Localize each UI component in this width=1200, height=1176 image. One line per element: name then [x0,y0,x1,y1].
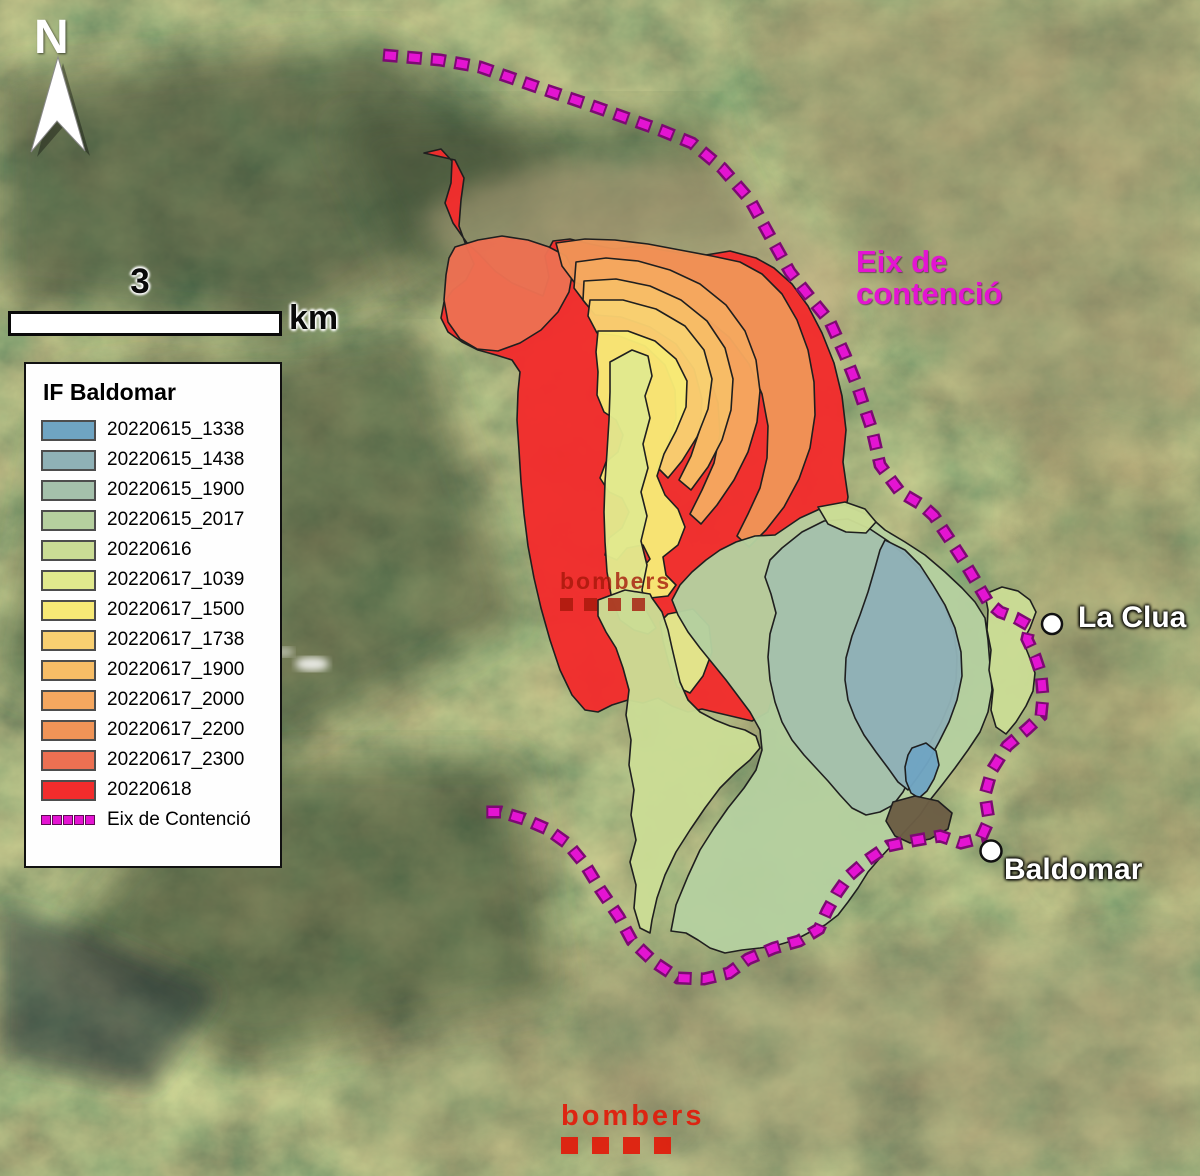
watermark-square [632,598,645,611]
legend-swatch [41,749,96,771]
legend-dashed-swatch [41,810,96,831]
legend-item: 20220617_1039 [41,565,280,595]
legend-item: 20220616 [41,535,280,565]
legend-item-label: 20220617_1039 [107,569,245,590]
north-arrow [30,55,90,157]
legend-item: 20220617_1500 [41,595,280,625]
legend-swatch [41,689,96,711]
legend-item-containment: Eix de Contenció [41,805,280,835]
dash-square [52,815,62,825]
containment-axis-label-line1: Eix de [856,244,948,279]
legend-item: 20220615_1438 [41,445,280,475]
scale-unit: km [289,299,339,337]
legend-item-label: 20220615_2017 [107,509,245,530]
legend-item: 20220618 [41,775,280,805]
containment-line-dash [382,51,1048,984]
legend-item-label: 20220616 [107,539,192,560]
containment-axis-label-line2: contenció [856,276,1003,312]
legend-swatch [41,449,96,471]
legend-swatch [41,509,96,531]
legend-swatch [41,629,96,651]
legend-swatch [41,569,96,591]
legend: IF Baldomar 20220615_1338 20220615_1438 … [24,362,282,868]
dash-square [63,815,73,825]
legend-item-label: 20220617_2000 [107,689,245,710]
forest-patch [0,40,560,330]
bombers-watermark-mid: bombers [560,568,671,611]
legend-item-label: 20220615_1900 [107,479,245,500]
fields-patch-ne [760,0,1200,470]
baldomar-dot [979,839,1003,863]
place-label-baldomar: Baldomar [1004,853,1143,886]
watermark-square [592,1137,609,1154]
watermark-square [584,598,597,611]
watermark-square [561,1137,578,1154]
legend-item: 20220615_1900 [41,475,280,505]
bombers-watermark-bottom: bombers [561,1100,704,1154]
containment-axis-label: Eix de contenció [856,244,1003,312]
watermark-square [560,598,573,611]
fields-patch-sw [330,980,680,1176]
legend-swatch [41,599,96,621]
legend-item-label: 20220615_1338 [107,419,245,440]
fire-perimeter-20220617-2300 [443,235,574,352]
legend-item-label: 20220617_1500 [107,599,245,620]
bombers-watermark-text: bombers [561,1100,705,1132]
watermark-square [654,1137,671,1154]
legend-item-label: 20220617_2300 [107,749,245,770]
legend-item-label: 20220618 [107,779,192,800]
fields-patch-e [1010,430,1200,900]
legend-item: 20220617_2000 [41,685,280,715]
legend-swatch [41,779,96,801]
fire-perimeter-20220616 [597,589,761,934]
north-arrow-glyph [30,55,86,153]
watermark-square [608,598,621,611]
dash-square [85,815,95,825]
dash-square [74,815,84,825]
legend-swatch [41,479,96,501]
fire-perimeter-20220615-1338 [904,742,940,799]
dash-square [41,815,51,825]
legend-swatch [41,539,96,561]
la-clua-dot [1040,612,1064,636]
legend-item: 20220617_2200 [41,715,280,745]
legend-item: 20220615_2017 [41,505,280,535]
fields-patch-s [590,930,1200,1176]
legend-title: IF Baldomar [43,379,176,405]
fire-perimeter-20220615-1438 [844,539,963,791]
legend-item-label: 20220617_2200 [107,719,245,740]
legend-item-label: 20220617_1738 [107,629,245,650]
river-gorge [0,905,220,1090]
scale-bar [8,311,282,336]
legend-item: 20220617_1738 [41,625,280,655]
legend-item: 20220617_1900 [41,655,280,685]
bombers-watermark-text: bombers [560,568,672,594]
legend-item-label: Eix de Contenció [107,809,251,830]
north-label: N [34,11,69,64]
bombers-watermark-squares [560,598,671,611]
legend-item-label: 20220615_1438 [107,449,245,470]
legend-swatch [41,419,96,441]
legend-swatch [41,659,96,681]
fire-perimeter-20220616-strip-north [817,501,877,534]
cloud [295,657,329,671]
legend-item: 20220617_2300 [41,745,280,775]
legend-item-label: 20220617_1900 [107,659,245,680]
scale-value: 3 [130,262,150,301]
legend-swatch [41,719,96,741]
containment-line [382,48,1050,986]
place-label-la-clua: La Clua [1078,601,1187,634]
fire-perimeters [423,148,1037,954]
legend-item: 20220615_1338 [41,415,280,445]
bombers-watermark-squares [561,1137,704,1154]
watermark-square [623,1137,640,1154]
